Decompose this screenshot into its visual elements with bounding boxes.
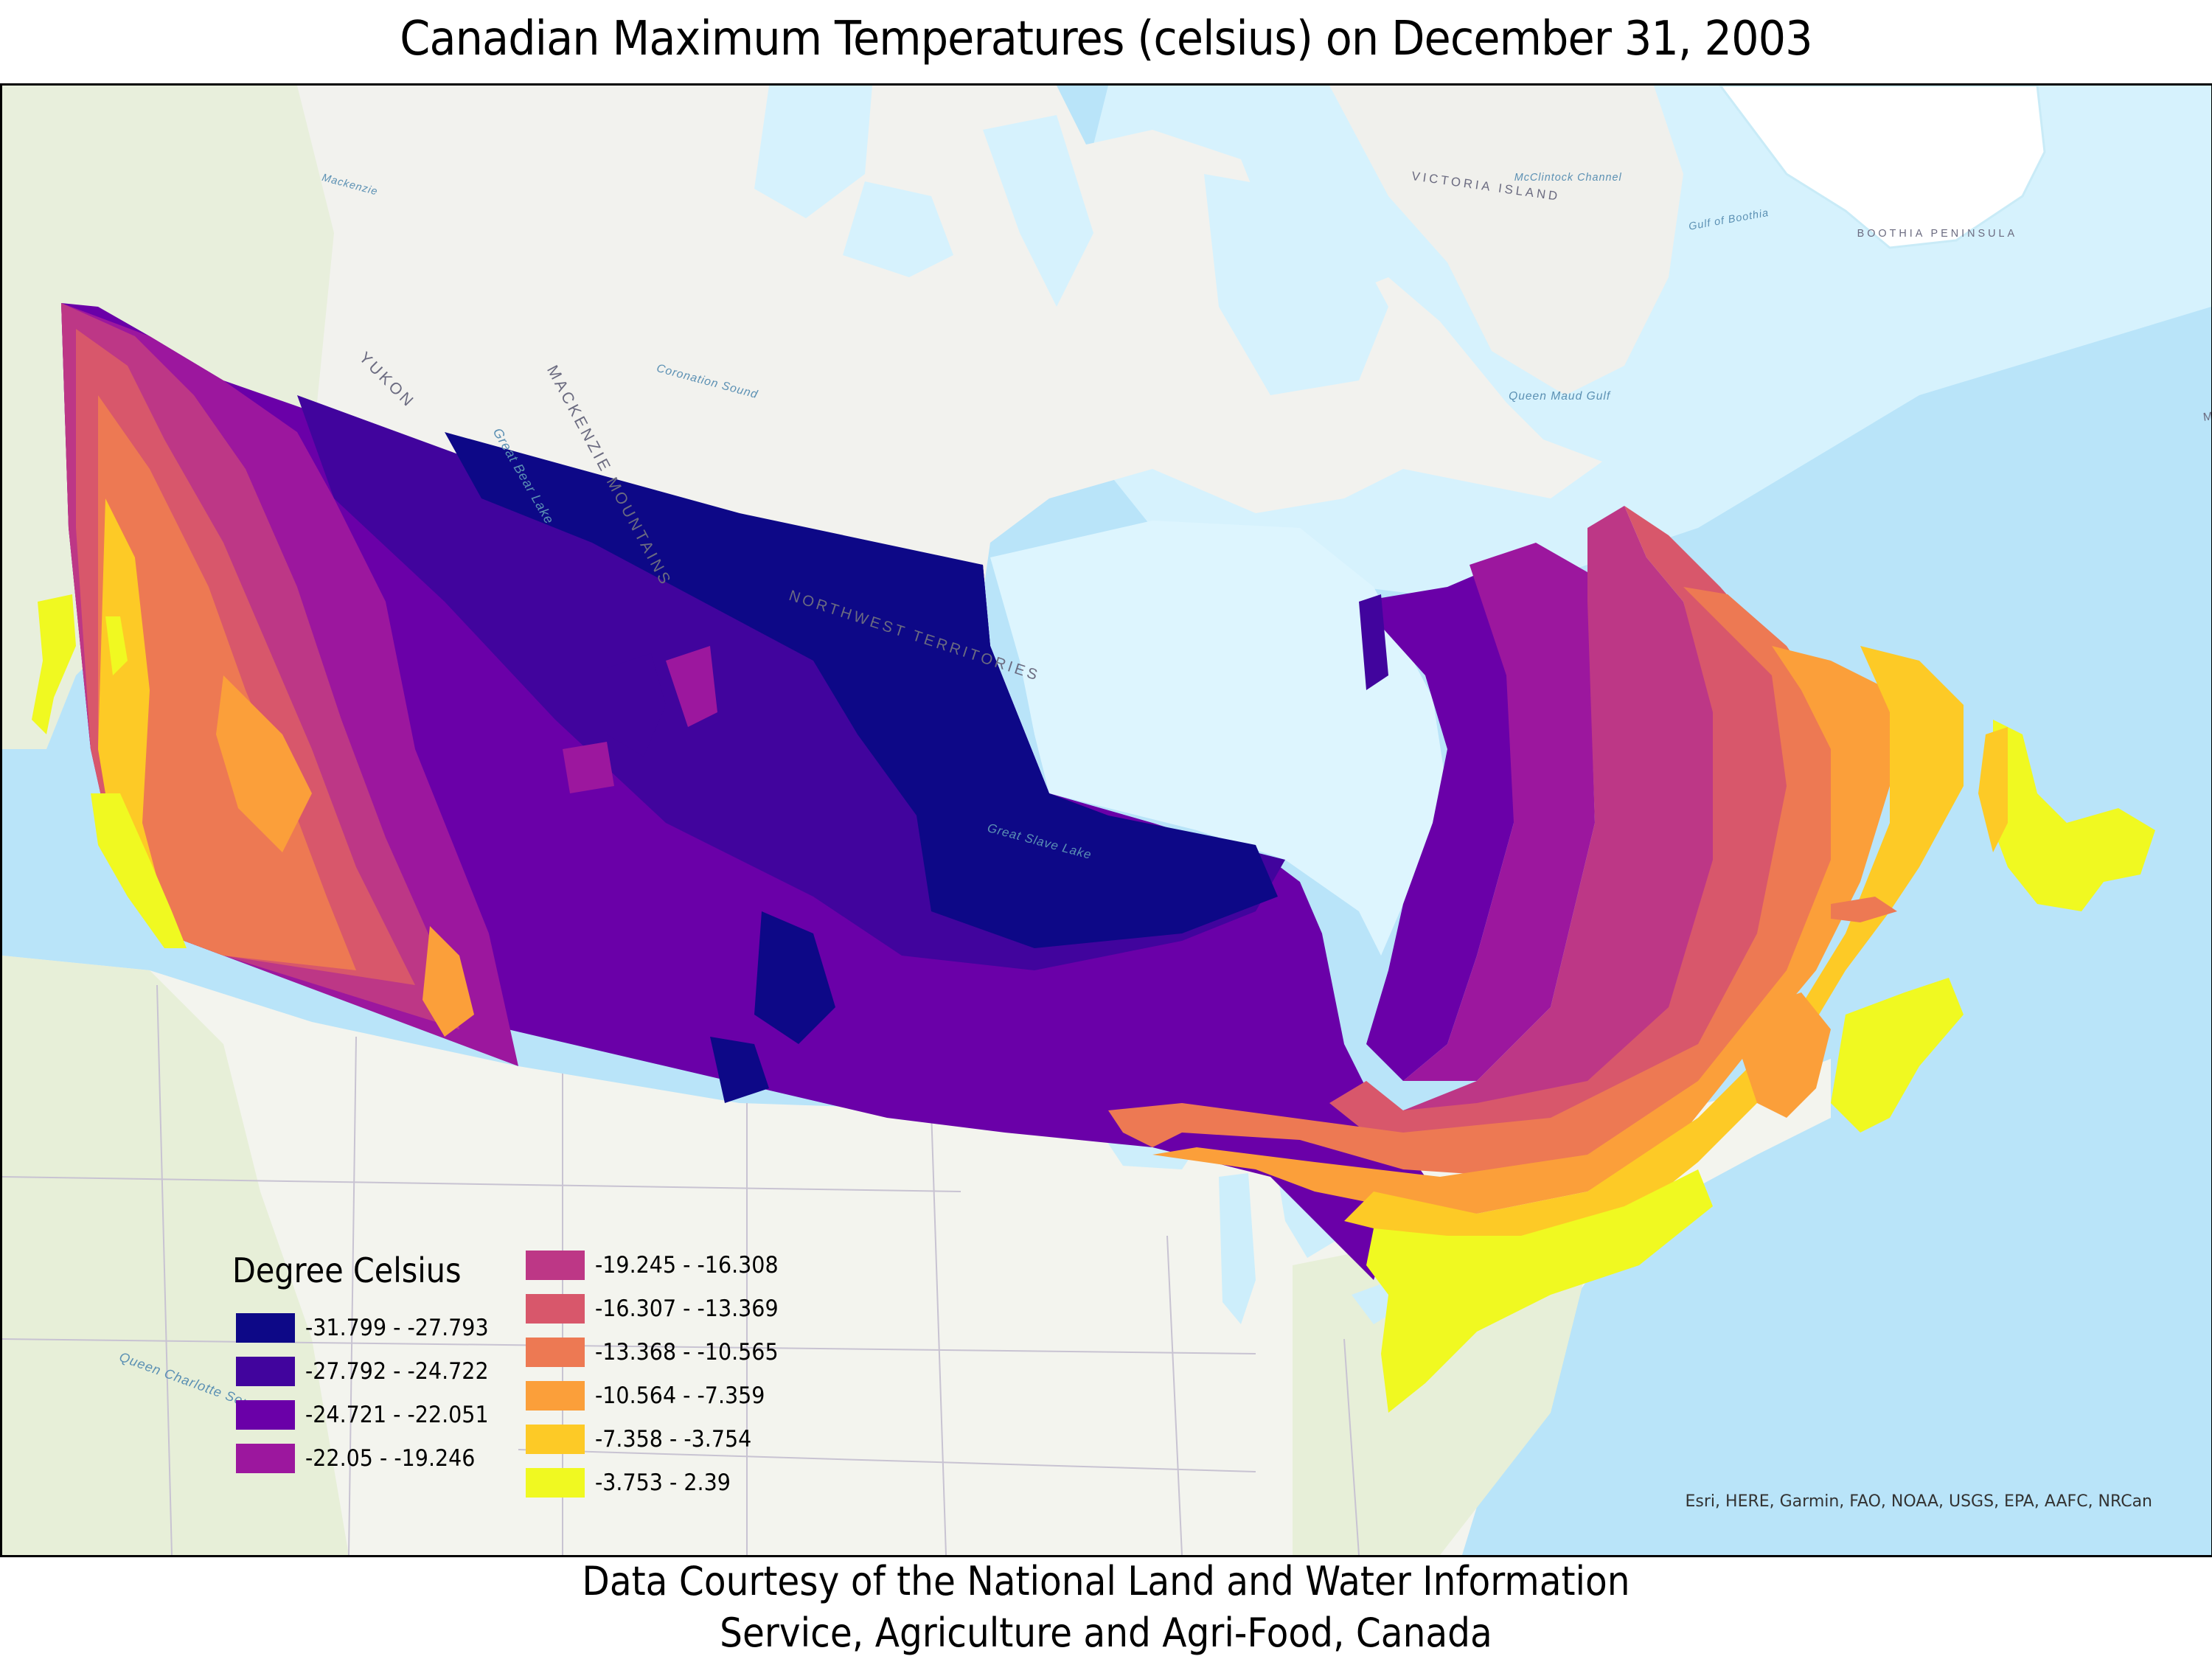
legend-label: -10.564 - -7.359 xyxy=(595,1382,765,1409)
legend-item: -10.564 - -7.359 xyxy=(526,1381,779,1411)
legend-label: -27.792 - -24.722 xyxy=(305,1358,489,1385)
legend-label: -3.753 - 2.39 xyxy=(595,1470,731,1496)
legend-item: -27.792 - -24.722 xyxy=(236,1357,504,1386)
legend-swatch xyxy=(526,1251,585,1280)
water-label: McClintock Channel xyxy=(1514,171,1622,184)
legend-swatch xyxy=(526,1381,585,1411)
legend-label: -22.05 - -19.246 xyxy=(305,1445,476,1472)
legend-item: -19.245 - -16.308 xyxy=(526,1251,794,1280)
data-credit: Data Courtesy of the National Land and W… xyxy=(0,1556,2212,1659)
legend-item: -24.721 - -22.051 xyxy=(236,1400,504,1430)
water-label: Queen Maud Gulf xyxy=(1509,390,1611,403)
legend-item: -22.05 - -19.246 xyxy=(236,1444,490,1473)
legend-label: -7.358 - -3.754 xyxy=(595,1426,752,1453)
data-credit-line-2: Service, Agriculture and Agri-Food, Cana… xyxy=(720,1610,1492,1656)
legend-item: -13.368 - -10.565 xyxy=(526,1338,794,1367)
legend-swatch xyxy=(236,1357,295,1386)
legend-item: -7.358 - -3.754 xyxy=(526,1425,765,1454)
legend-swatch xyxy=(526,1294,585,1324)
legend-swatch xyxy=(236,1313,295,1343)
legend-swatch xyxy=(526,1425,585,1454)
map-attribution: Esri, HERE, Garmin, FAO, NOAA, USGS, EPA… xyxy=(1685,1492,2152,1511)
legend-label: -19.245 - -16.308 xyxy=(595,1252,779,1279)
legend-swatch xyxy=(236,1400,295,1430)
temperature-raster xyxy=(32,303,2155,1413)
legend-item: -3.753 - 2.39 xyxy=(526,1468,742,1498)
legend-item: -31.799 - -27.793 xyxy=(236,1313,504,1343)
regions-label: BOOTHIA PENINSULA xyxy=(1857,228,2018,240)
basemap xyxy=(2,86,2211,1555)
legend-title: Degree Celsius xyxy=(232,1251,462,1290)
map-title: Canadian Maximum Temperatures (celsius) … xyxy=(400,11,1812,66)
map-frame[interactable]: YUKON MACKENZIE MOUNTAINS NORTHWEST TERRIT… xyxy=(0,83,2212,1557)
data-credit-line-1: Data Courtesy of the National Land and W… xyxy=(582,1558,1630,1604)
legend-swatch xyxy=(526,1338,585,1367)
legend-label: -16.307 - -13.369 xyxy=(595,1295,779,1322)
legend-item: -16.307 - -13.369 xyxy=(526,1294,794,1324)
legend-label: -24.721 - -22.051 xyxy=(305,1402,489,1428)
legend-swatch xyxy=(236,1444,295,1473)
legend-swatch xyxy=(526,1468,585,1498)
legend-label: -13.368 - -10.565 xyxy=(595,1339,779,1366)
legend-label: -31.799 - -27.793 xyxy=(305,1315,489,1341)
